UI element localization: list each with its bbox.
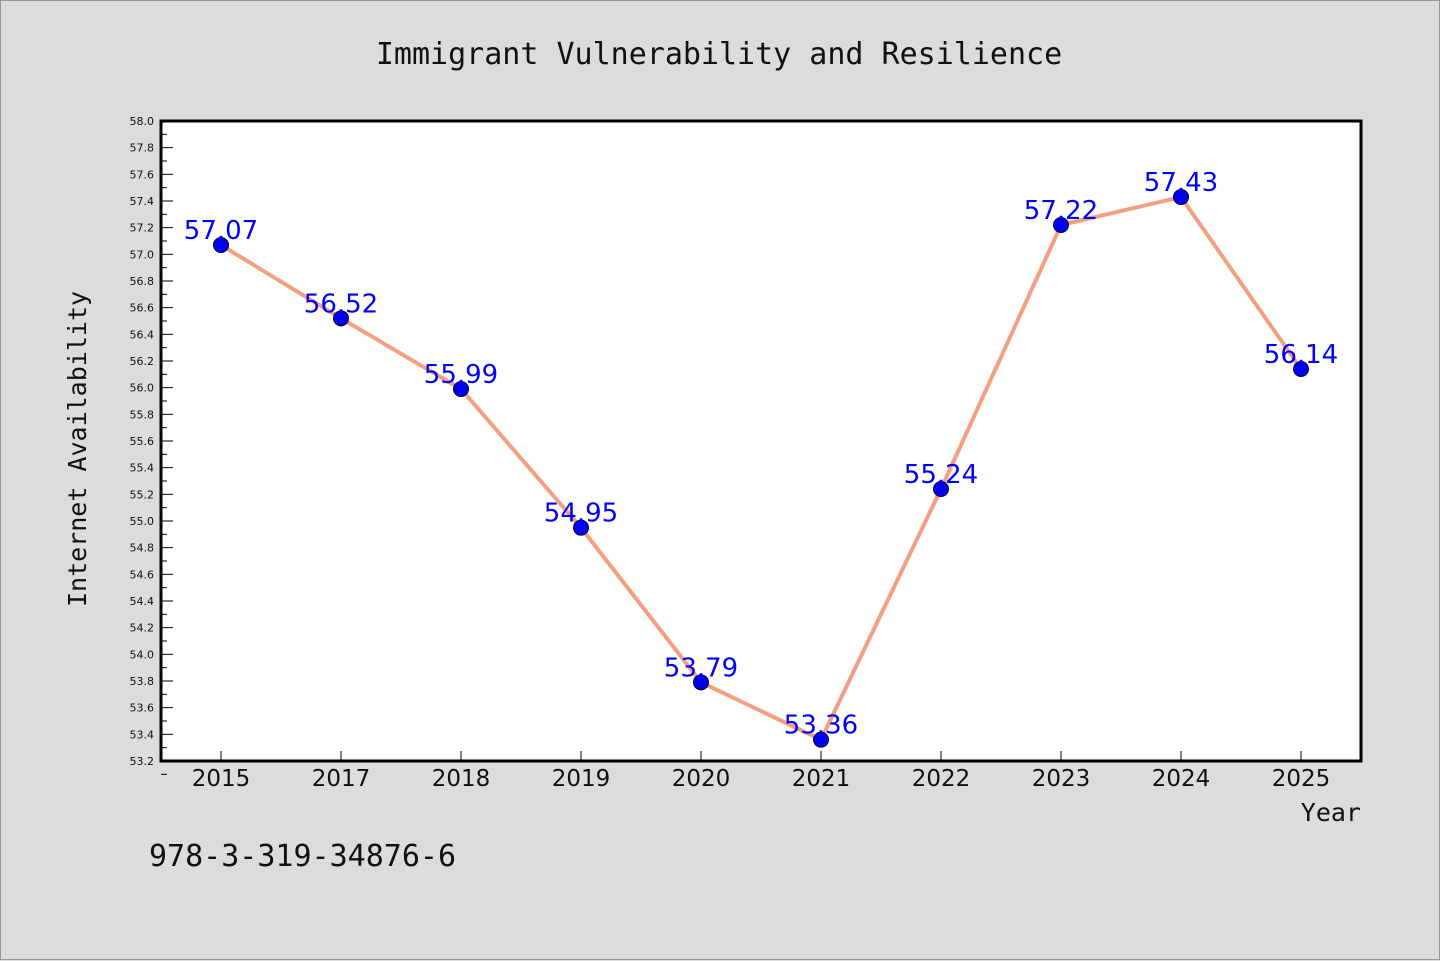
data-point (813, 731, 829, 748)
x-tick-label: 2020 (672, 766, 731, 792)
y-tick-label: 57.2 (130, 222, 155, 235)
data-label: 55.24 (904, 460, 978, 490)
series-line (219, 195, 1303, 742)
data-point (573, 519, 589, 536)
y-tick-label: 53.8 (130, 675, 155, 688)
y-tick-label: 55.8 (130, 408, 155, 421)
y-tick-label: 57.4 (130, 195, 155, 208)
x-tick-label: 2017 (312, 766, 371, 792)
y-axis-title: Internet Availability (63, 291, 92, 607)
plot-area (161, 121, 1361, 761)
data-label: 57.22 (1024, 196, 1098, 226)
data-point (1173, 189, 1189, 205)
y-tick-label: 56.4 (130, 328, 155, 341)
y-axis: 53.2 53.4 53.6 53.8 54.0 54.2 54.4 54.6 54.8 55.0… (130, 115, 173, 775)
y-tick-label: 55.2 (130, 488, 155, 501)
data-label: 54.95 (544, 499, 618, 529)
data-point (933, 481, 949, 497)
data-labels: 57.07 56.52 55.99 54.95 53.79 53.36 55.24 57.22… (184, 168, 1338, 741)
y-tick-label: 54.0 (130, 648, 155, 661)
data-point (693, 674, 709, 691)
y-tick-label: 55.0 (130, 515, 155, 528)
isbn-caption: 978-3-319-34876-6 (149, 839, 456, 874)
data-label: 57.43 (1144, 168, 1218, 198)
data-point (1053, 217, 1069, 233)
plot-frame (159, 119, 1363, 763)
x-tick-label: 2015 (192, 766, 251, 792)
y-tick-label: 57.8 (130, 142, 155, 155)
x-tick-label: 2022 (912, 766, 971, 792)
y-tick-label: 56.6 (130, 302, 155, 315)
y-tick-label: 58.0 (130, 115, 155, 128)
x-tick-label: 2025 (1272, 766, 1331, 792)
y-tick-label: 54.8 (130, 542, 155, 555)
y-tick-label: 55.6 (130, 435, 155, 448)
x-tick-label: 2018 (432, 766, 491, 792)
x-tick-label: 2024 (1152, 766, 1211, 792)
y-tick-label: 56.0 (130, 382, 155, 395)
data-series (213, 189, 1309, 748)
data-point (1293, 361, 1309, 377)
y-tick-label: 56.2 (130, 355, 155, 368)
y-tick-label: 54.6 (130, 568, 155, 581)
data-label: 55.99 (424, 360, 498, 390)
data-label: 56.52 (304, 289, 378, 319)
y-tick-label: 53.4 (130, 728, 155, 741)
data-label: 57.07 (184, 216, 258, 246)
data-point (453, 381, 469, 397)
data-label: 56.14 (1264, 340, 1338, 370)
x-tick-label: 2023 (1032, 766, 1091, 792)
y-tick-label: 54.2 (130, 622, 155, 635)
y-tick-label: 53.2 (130, 755, 155, 768)
x-axis-title: Year (1301, 798, 1361, 827)
y-tick-label: 54.4 (130, 595, 155, 608)
chart-title: Immigrant Vulnerability and Resilience (376, 37, 1062, 72)
data-label: 53.36 (784, 711, 858, 741)
y-tick-label: 56.8 (130, 275, 155, 288)
data-point (333, 310, 349, 327)
y-tick-label: 55.4 (130, 462, 155, 475)
data-point (213, 237, 229, 253)
data-label: 53.79 (664, 653, 738, 683)
x-tick-label: 2019 (552, 766, 611, 792)
x-axis: 2015 2017 2018 2019 2020 2021 2022 2023 2024 2025 (192, 751, 1331, 792)
y-tick-label: 57.6 (130, 168, 155, 181)
x-tick-label: 2021 (792, 766, 851, 792)
y-tick-label: 57.0 (130, 248, 155, 261)
y-tick-label: 53.6 (130, 702, 155, 715)
